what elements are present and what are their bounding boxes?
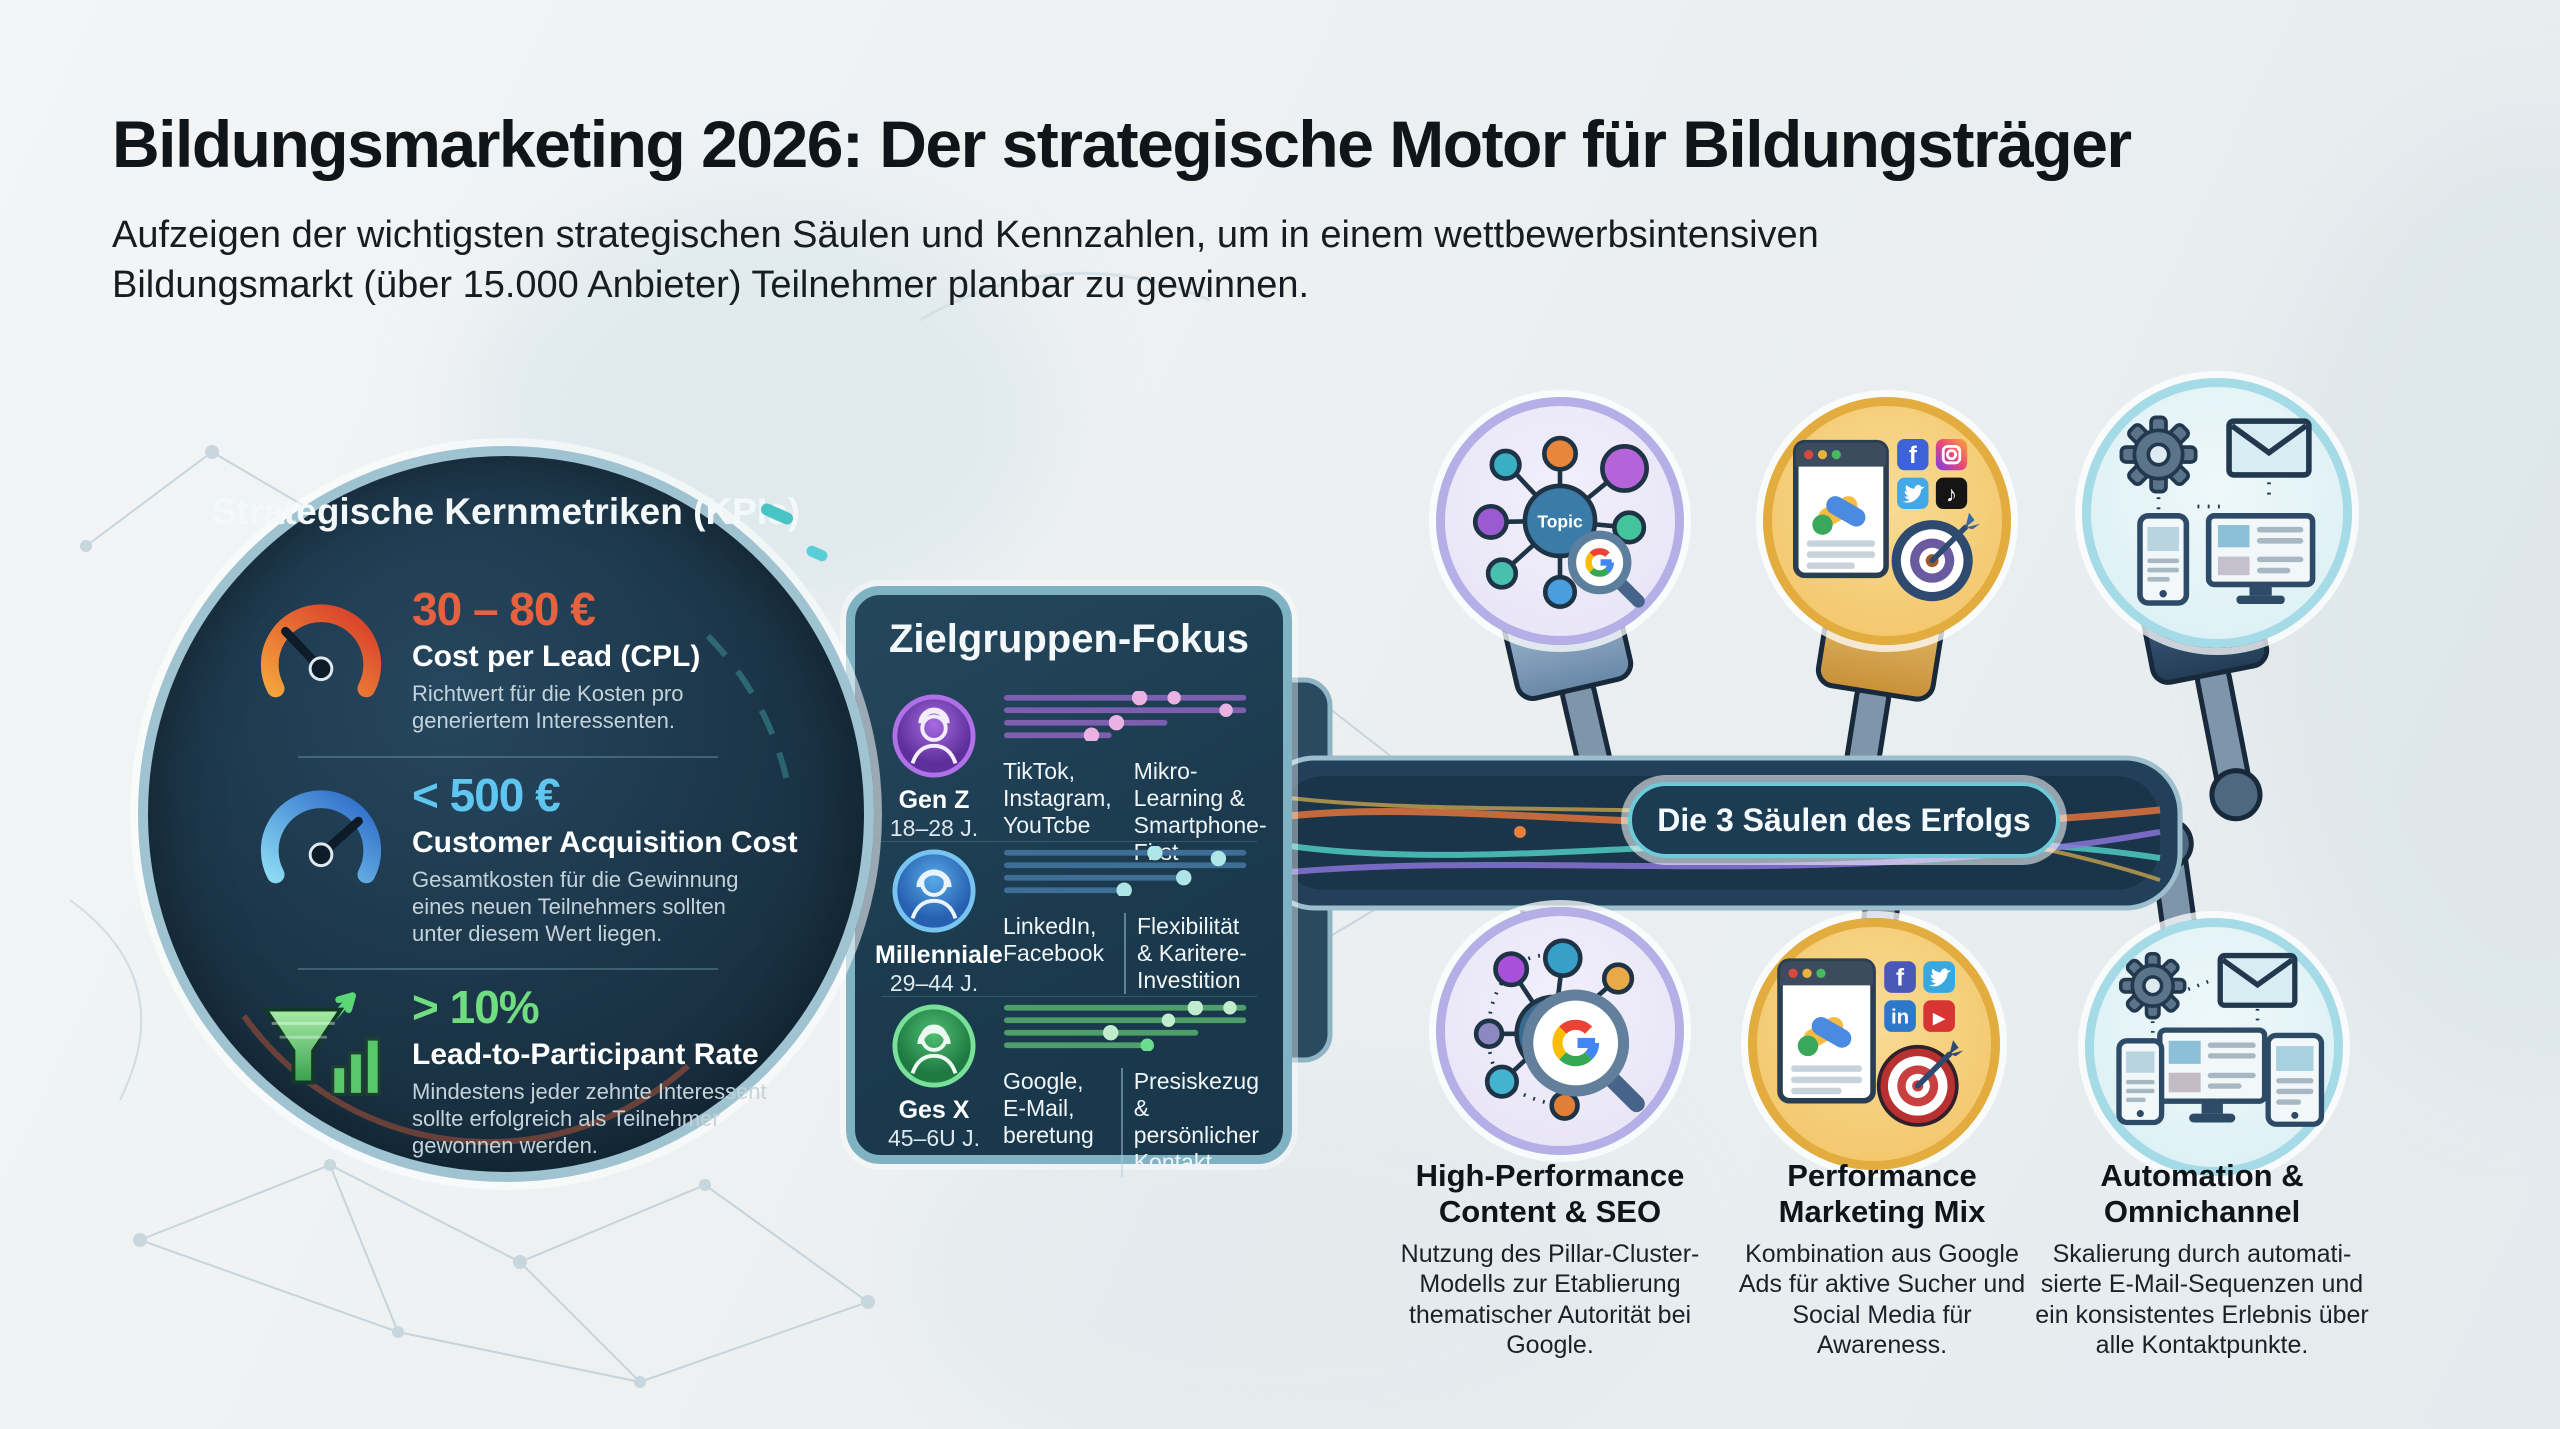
audience-name: Ges X [898,1096,970,1124]
ads-social-illustration: f ♪ [1763,397,2011,645]
speedometer-orange-icon [260,604,382,698]
facebook-icon [1884,961,1916,993]
kpi-description: Mindestens jeder zehnte Interessent soll… [412,1079,767,1158]
email-icon [2226,418,2312,478]
audience-activity-bars [1003,1000,1247,1052]
kpi-item-cac: < 500 € Customer Acquisition Cost Gesamt… [252,768,798,947]
topic-label: Topic [1537,511,1583,531]
email-icon [2217,952,2298,1008]
smartphone-icon [2137,513,2190,606]
tiktok-icon [1935,477,1968,510]
pillar-performance-marketing: Performance Marketing Mix Kombination au… [1736,1158,2028,1361]
audience-activity-bars [1003,690,1247,743]
audience-panel-title: Zielgruppen-Fokus [889,617,1249,661]
divider [298,756,718,758]
target-icon [1891,512,1981,602]
audience-row-gen-z: Gen Z 18–28 J. TikTok, Instagram, YouTcb… [875,689,1267,865]
kpi-panel-title: Strategische Kernmetriken (KPIs) [211,491,801,532]
facebook-icon [1897,438,1929,471]
audience-row-millennials: Millenniale 29–44 J. LinkedIn, Facebook … [875,844,1263,996]
google-ads-browser-icon [1777,958,1876,1104]
kpi-label: Cost per Lead (CPL) [412,640,701,673]
gear-icon [2119,415,2198,494]
kpi-description: Richtwert für die Kosten pro generiertem… [412,681,684,733]
svg-text:f: f [1896,964,1905,991]
pillar-title: Automation & Omnichannel [2100,1158,2304,1229]
pillar-description: Nutzung des Pillar-Cluster-Modells zur E… [1400,1239,1700,1360]
social-icons: f ♪ [1897,438,1968,510]
divider [298,968,718,970]
youtube-icon [1923,1000,1955,1032]
twitter-icon [1923,961,1955,993]
google-search-magnifier-icon [1567,530,1645,608]
kpi-description: Gesamtkosten für die Gewinnung eines neu… [412,867,739,946]
divider [881,841,1257,842]
tablet-icon [2265,1032,2325,1127]
pillars-badge: Die 3 Säulen des Erfolgs [1628,782,2060,858]
funnel-green-icon [262,992,381,1096]
svg-text:f: f [1909,442,1918,469]
audience-name: Gen Z [898,786,970,814]
pillar-description: Kombination aus Google Ads für aktive Su… [1738,1239,2026,1360]
divider [1120,1068,1123,1177]
kpi-label: Customer Acquisition Cost [412,826,798,859]
audience-trait: Flexibilität & Karitere-Investition [1137,913,1247,994]
gen-z-avatar-icon [892,694,976,778]
topic-cluster-icon: Topic [1472,435,1649,610]
audience-trait: Presiskezug & persönlicher Kontakt [1133,1068,1260,1176]
kpi-panel: Strategische Kernmetriken (KPIs) 30 – 80… [138,446,874,1182]
linkedin-icon [1884,1000,1916,1032]
kpi-item-cpl: 30 – 80 € Cost per Lead (CPL) Richtwert … [252,582,780,735]
audience-age: 29–44 J. [889,970,979,996]
kpi-value: > 10% [412,981,540,1033]
pillar-automation-omnichannel: Automation & Omnichannel Skalierung durc… [2026,1158,2378,1361]
pillar-content-seo: High-Performance Content & SEO Nutzung d… [1388,1158,1712,1361]
svg-text:♪: ♪ [1946,482,1957,507]
topic-cluster-illustration: Topic [1436,397,1684,645]
kpi-value: 30 – 80 € [412,583,596,635]
desktop-icon [2205,513,2316,604]
kpi-item-lead-rate: > 10% Lead-to-Participant Rate Mindesten… [252,980,780,1159]
page-subtitle: Aufzeigen der wichtigsten strategischen … [112,214,1819,307]
kpi-value: < 500 € [412,769,561,821]
google-ads-browser-icon [1792,439,1889,579]
omnichannel-illustration [2085,918,2343,1176]
audience-channels: LinkedIn, Facebook [1003,913,1105,967]
audience-age: 18–28 J. [889,815,979,841]
kpi-label: Lead-to-Participant Rate [412,1038,759,1071]
svg-text:▶: ▶ [1933,1009,1947,1028]
target-icon [1876,1040,1964,1127]
desktop-icon [2157,1027,2268,1123]
pillar-title: High-Performance Content & SEO [1415,1158,1685,1229]
svg-text:in: in [1891,1006,1909,1029]
flow-arrows [2156,482,2271,516]
performance-mix-illustration: f in ▶ [1748,918,2000,1170]
divider [881,996,1257,997]
flow-arrows [2150,978,2260,1040]
instagram-icon [1935,438,1968,471]
social-icons: f in ▶ [1884,961,1955,1032]
audience-channels: Google, E-Mail, beretung [1003,1068,1094,1149]
page-title: Bildungsmarketing 2026: Der strategische… [112,107,2132,182]
audience-panel: Zielgruppen-Fokus Gen Z 18–28 J. [846,586,1292,1177]
millennials-avatar-icon [892,849,976,933]
audience-activity-bars [1003,845,1247,898]
pillar-description: Skalierung durch automati-sierte E-Mail-… [2035,1239,2369,1360]
audience-name: Millenniale [875,941,1003,969]
pillar-title: Performance Marketing Mix [1778,1158,1986,1229]
audience-row-gen-x: Ges X 45–6U J. Google, E-Mail, beretung [875,999,1263,1177]
google-magnifier-icon [1522,989,1645,1113]
audience-age: 45–6U J. [887,1125,981,1151]
smartphone-icon [2116,1038,2165,1126]
seo-search-illustration [1436,907,1684,1155]
twitter-icon [1897,477,1929,510]
speedometer-blue-icon [260,790,382,884]
gen-x-avatar-icon [892,1004,976,1088]
audience-channels: TikTok, Instagram, YouTcbe [1003,758,1112,839]
divider [1124,913,1126,995]
gear-icon [2118,951,2187,1020]
automation-illustration [2082,378,2352,648]
